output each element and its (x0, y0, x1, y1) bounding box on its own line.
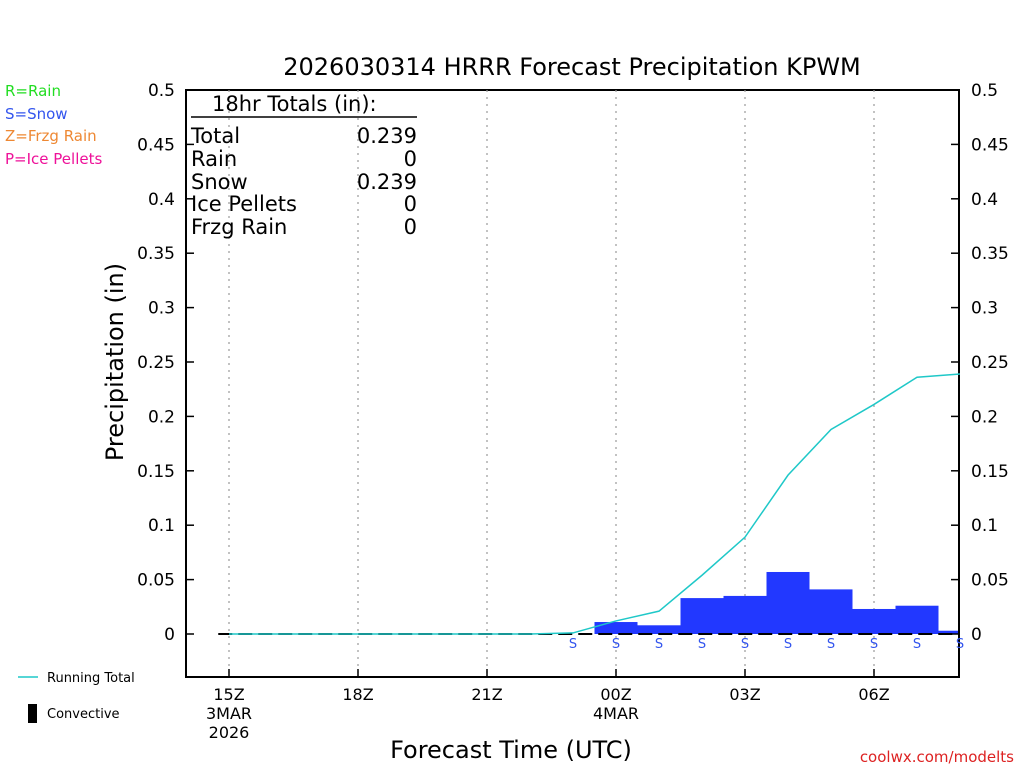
y-tick-label-left-5: 0.25 (137, 353, 175, 373)
legend: Running Total Convective (18, 671, 135, 723)
totals-value-rain: 0 (404, 147, 417, 171)
y-tick-label-left-1: 0.05 (137, 571, 175, 591)
precip-bar-0 (594, 622, 638, 634)
precip-bar-6 (852, 608, 896, 634)
x-tick-label-4-1: 03Z (729, 685, 760, 704)
totals-value-total: 0.239 (357, 124, 417, 148)
y-tick-label-left-2: 0.1 (148, 516, 175, 536)
legend-convective-swatch (28, 704, 37, 723)
totals-label-rain: Rain (191, 147, 237, 171)
ptype-marker-5: S (784, 637, 792, 652)
precip-bar-2 (680, 598, 724, 634)
x-tick-label-1-1: 18Z (342, 685, 373, 704)
ptype-marker-8: S (913, 637, 921, 652)
ptype-marker-0: S (569, 637, 577, 652)
running-total-line (229, 373, 961, 635)
key-ice-pellets: P=Ice Pellets (5, 150, 102, 168)
y-tick-label-right-1: 0.05 (971, 571, 1009, 591)
totals-heading: 18hr Totals (in): (212, 92, 377, 116)
x-tick-label-3-1: 00Z (600, 685, 631, 704)
ptype-marker-3: S (698, 637, 706, 652)
x-tick-label-2-1: 21Z (471, 685, 502, 704)
precip-bar-8 (938, 630, 958, 634)
precip-bar-4 (766, 571, 810, 634)
precip-bar-7 (895, 605, 939, 634)
precip-bar-1 (637, 625, 681, 634)
y-axes: 0 00.05 0.050.1 0.10.15 0.150.2 0.20.25 0.250.… (137, 81, 1009, 645)
ptype-marker-7: S (870, 637, 878, 652)
y-tick-label-right-7: 0.35 (971, 244, 1009, 264)
y-tick-label-right-5: 0.25 (971, 353, 1009, 373)
plot-frame (185, 89, 960, 678)
x-tick-label-3-2: 4MAR (593, 704, 639, 723)
y-tick-label-left-7: 0.35 (137, 244, 175, 264)
credit-url: coolwx.com/modelts (860, 748, 1014, 766)
totals-value-ice-pellets: 0 (404, 192, 417, 216)
precip-bar-3 (723, 595, 767, 634)
totals-label-snow: Snow (191, 170, 248, 194)
ptype-marker-9: S (956, 637, 964, 652)
ptype-marker-1: S (612, 637, 620, 652)
y-tick-label-right-3: 0.15 (971, 462, 1009, 482)
y-tick-label-left-9: 0.45 (137, 135, 175, 155)
ptype-marker-6: S (827, 637, 835, 652)
running-total-series (229, 373, 961, 635)
totals-box: 18hr Totals (in): Total 0.239 Rain 0 Sno… (190, 92, 417, 239)
totals-value-frzg-rain: 0 (404, 215, 417, 239)
x-tick-label-5-1: 06Z (858, 685, 889, 704)
y-tick-label-right-2: 0.1 (971, 516, 998, 536)
y-tick-label-left-6: 0.3 (148, 299, 175, 319)
key-snow: S=Snow (5, 105, 68, 123)
totals-label-ice-pellets: Ice Pellets (191, 192, 297, 216)
y-tick-label-right-0: 0 (971, 625, 982, 645)
x-tick-label-0-1: 15Z (213, 685, 244, 704)
y-tick-label-left-0: 0 (164, 625, 175, 645)
totals-label-total: Total (190, 124, 240, 148)
x-tick-label-0-3: 2026 (209, 723, 250, 742)
chart-title: 2026030314 HRRR Forecast Precipitation K… (283, 53, 861, 81)
y-tick-label-right-10: 0.5 (971, 81, 998, 101)
legend-running-total-label: Running Total (47, 671, 135, 686)
y-tick-label-right-6: 0.3 (971, 299, 998, 319)
y-tick-label-left-8: 0.4 (148, 190, 175, 210)
y-tick-label-left-4: 0.2 (148, 407, 175, 427)
ptype-marker-4: S (741, 637, 749, 652)
ptype-marker-2: S (655, 637, 663, 652)
totals-label-frzg-rain: Frzg Rain (191, 215, 287, 239)
y-axis-label: Precipitation (in) (101, 263, 129, 461)
x-tick-label-0-2: 3MAR (206, 704, 252, 723)
legend-convective-label: Convective (47, 707, 120, 722)
key-frzg-rain: Z=Frzg Rain (5, 127, 97, 145)
y-tick-label-left-3: 0.15 (137, 462, 175, 482)
y-tick-label-left-10: 0.5 (148, 81, 175, 101)
y-tick-label-right-9: 0.45 (971, 135, 1009, 155)
totals-value-snow: 0.239 (357, 170, 417, 194)
precip-bar-5 (809, 589, 853, 634)
key-rain: R=Rain (5, 82, 61, 100)
y-tick-label-right-8: 0.4 (971, 190, 998, 210)
x-axis-label: Forecast Time (UTC) (390, 736, 632, 764)
precip-bars (594, 571, 958, 634)
y-tick-label-right-4: 0.2 (971, 407, 998, 427)
